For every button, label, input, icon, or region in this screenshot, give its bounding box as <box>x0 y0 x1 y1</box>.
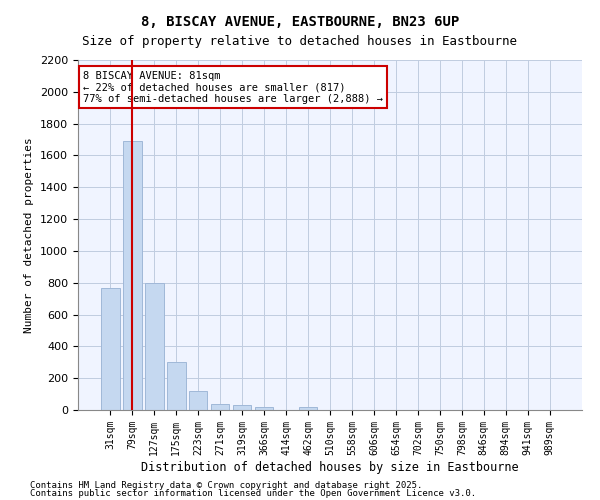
Text: 8 BISCAY AVENUE: 81sqm
← 22% of detached houses are smaller (817)
77% of semi-de: 8 BISCAY AVENUE: 81sqm ← 22% of detached… <box>83 70 383 104</box>
Bar <box>233 405 251 410</box>
Bar <box>189 391 208 410</box>
Text: Contains HM Land Registry data © Crown copyright and database right 2025.: Contains HM Land Registry data © Crown c… <box>30 481 422 490</box>
X-axis label: Distribution of detached houses by size in Eastbourne: Distribution of detached houses by size … <box>141 460 519 473</box>
Bar <box>123 141 142 410</box>
Bar <box>145 282 164 410</box>
Y-axis label: Number of detached properties: Number of detached properties <box>25 137 34 333</box>
Bar <box>299 407 317 410</box>
Text: Contains public sector information licensed under the Open Government Licence v3: Contains public sector information licen… <box>30 488 476 498</box>
Bar <box>167 362 185 410</box>
Text: Size of property relative to detached houses in Eastbourne: Size of property relative to detached ho… <box>83 35 517 48</box>
Bar <box>255 407 274 410</box>
Bar <box>101 288 119 410</box>
Bar <box>211 404 229 410</box>
Text: 8, BISCAY AVENUE, EASTBOURNE, BN23 6UP: 8, BISCAY AVENUE, EASTBOURNE, BN23 6UP <box>141 15 459 29</box>
